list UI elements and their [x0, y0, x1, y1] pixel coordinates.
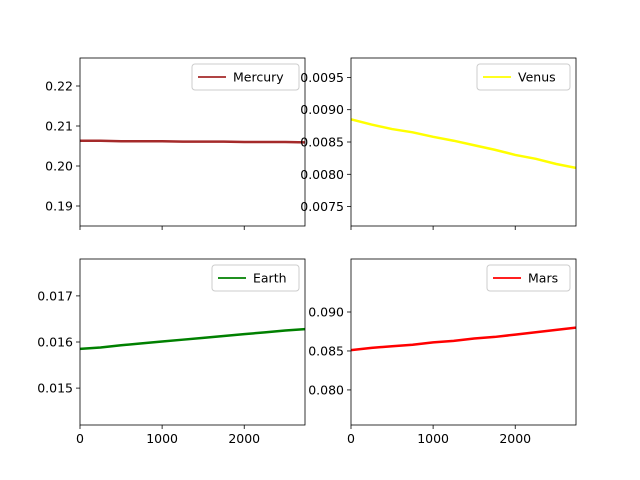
series-line-mercury	[80, 139, 305, 144]
legend-label: Mars	[528, 271, 558, 286]
legend: Venus	[476, 63, 571, 91]
y-tick-label: 0.21	[45, 119, 73, 134]
x-tick-label: 1000	[417, 431, 449, 446]
y-tick-label: 0.0080	[300, 167, 344, 182]
y-tick-label: 0.015	[37, 381, 73, 396]
subplot-mercury: 0.19 0.20 0.21 0.22 Mercury	[45, 57, 306, 230]
y-tick-label: 0.19	[45, 199, 73, 214]
legend-label: Earth	[253, 271, 287, 286]
legend-box	[476, 63, 571, 91]
legend-box	[486, 264, 571, 292]
y-tick-label: 0.016	[37, 335, 73, 350]
y-tick-label: 0.0090	[300, 102, 344, 117]
x-tick-label: 0	[347, 431, 355, 446]
legend-box	[211, 264, 300, 292]
axes-frame	[79, 57, 306, 227]
subplot-venus: 0.0075 0.0080 0.0085 0.0090 0.0095 Venus	[300, 57, 577, 230]
x-tick-label: 2000	[228, 431, 260, 446]
legend: Mercury	[191, 63, 300, 91]
x-tick-label: 2000	[499, 431, 531, 446]
axes-frame	[350, 258, 577, 426]
series-line-venus	[351, 118, 576, 170]
series-line-mars	[351, 326, 576, 352]
subplot-earth: 0 1000 2000 0.015 0.016 0.017 Earth	[37, 258, 306, 446]
legend-label: Mercury	[233, 70, 284, 85]
y-tick-label: 0.0085	[300, 135, 344, 150]
x-tick-label: 0	[76, 431, 84, 446]
subplot-mars: 0 1000 2000 0.080 0.085 0.090 Mars	[308, 258, 577, 446]
x-tick-label: 1000	[146, 431, 178, 446]
y-tick-label: 0.22	[45, 79, 73, 94]
legend: Earth	[211, 264, 300, 292]
y-tick-label: 0.20	[45, 159, 73, 174]
series-line-earth	[80, 327, 305, 351]
y-tick-label: 0.0075	[300, 199, 344, 214]
legend-label: Venus	[518, 70, 556, 85]
legend-box	[191, 63, 300, 91]
y-tick-label: 0.0095	[300, 70, 344, 85]
y-tick-label: 0.080	[308, 382, 344, 397]
y-tick-label: 0.017	[37, 288, 73, 303]
legend: Mars	[486, 264, 571, 292]
y-tick-label: 0.085	[308, 343, 344, 358]
y-tick-label: 0.090	[308, 304, 344, 319]
